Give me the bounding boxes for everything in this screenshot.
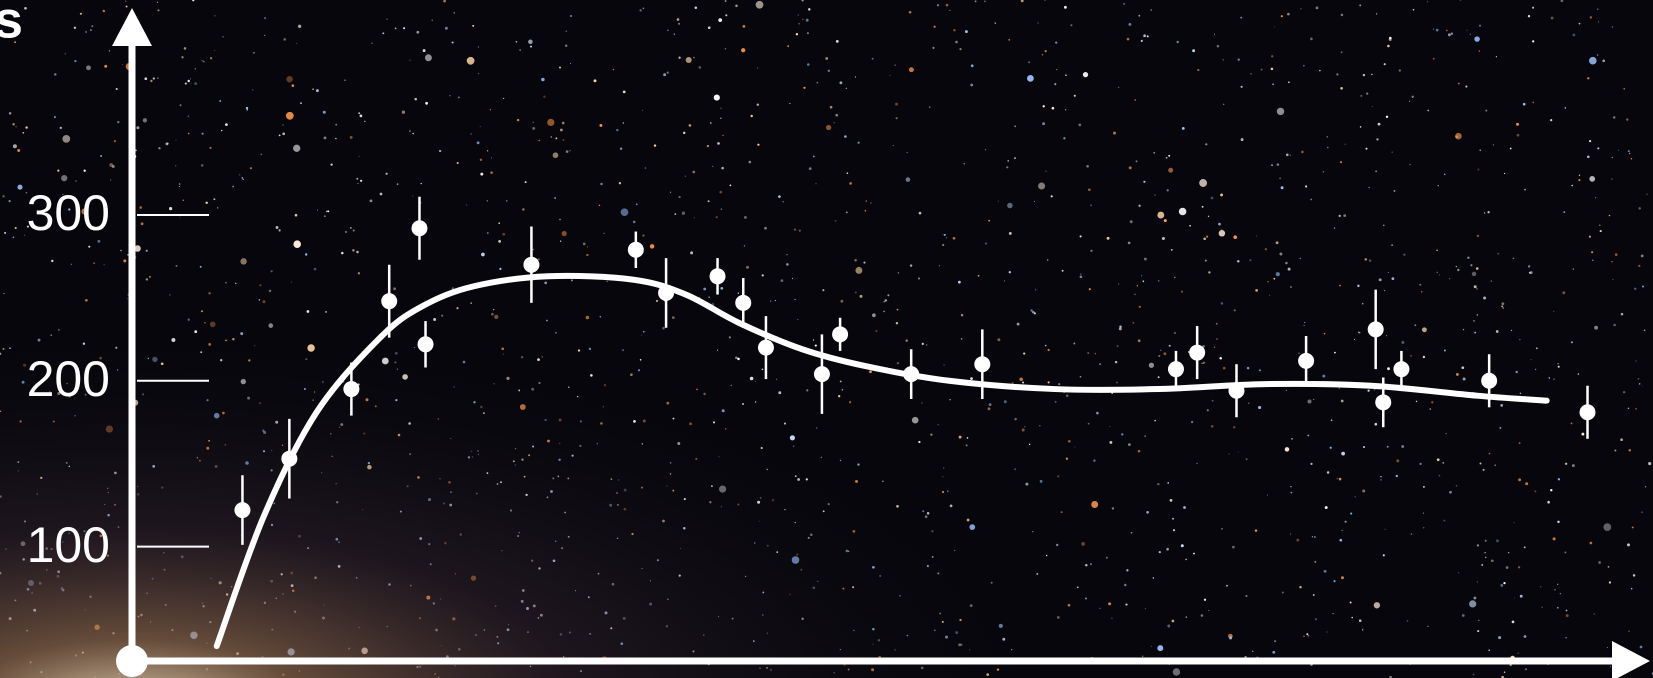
data-point (832, 326, 849, 343)
data-point (813, 366, 830, 383)
data-point (1298, 352, 1315, 369)
data-point (1481, 372, 1498, 389)
axes (112, 8, 1650, 678)
data-point (281, 450, 298, 467)
data-point (903, 366, 920, 383)
data-point (523, 256, 540, 273)
y-axis-arrow (112, 8, 152, 46)
data-point (343, 381, 360, 398)
data-point (735, 294, 752, 311)
data-point (234, 502, 251, 519)
y-tick-label: 300 (27, 185, 110, 241)
data-point (1579, 404, 1596, 421)
x-axis-arrow (1612, 641, 1650, 678)
data-point (1393, 361, 1410, 378)
data-point (757, 339, 774, 356)
data-point (627, 241, 644, 258)
data-point (1367, 321, 1384, 338)
y-tick-label: 200 (27, 351, 110, 407)
data-point (381, 293, 398, 310)
data-point (417, 336, 434, 353)
y-tick-label: 100 (27, 517, 110, 573)
data-point (1167, 361, 1184, 378)
data-point (1189, 344, 1206, 361)
data-point (658, 284, 675, 301)
data-point (974, 356, 991, 373)
y-axis-label: s (0, 0, 23, 50)
data-point (709, 268, 726, 285)
data-point (1228, 382, 1245, 399)
origin-dot (116, 645, 148, 677)
data-point (1375, 394, 1392, 411)
data-point (411, 220, 428, 237)
fit-curve (213, 272, 1550, 650)
